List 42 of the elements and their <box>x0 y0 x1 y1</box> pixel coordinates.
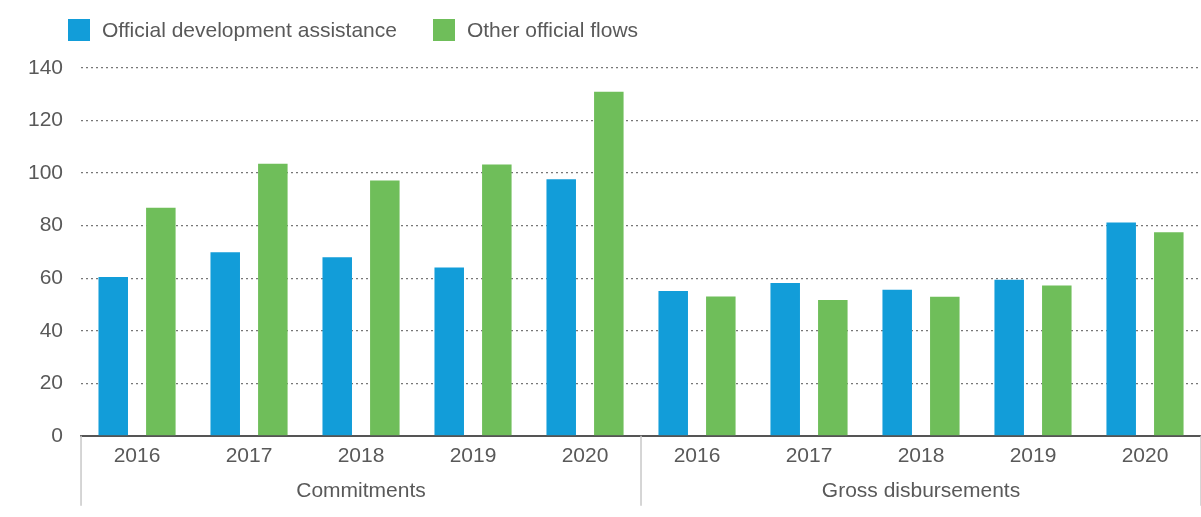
bar <box>930 296 960 436</box>
y-tick-label: 60 <box>39 264 64 288</box>
bar <box>210 252 240 436</box>
x-tick-label: 2017 <box>785 443 833 467</box>
bar <box>658 291 688 436</box>
x-tick-label: 2020 <box>561 443 609 467</box>
bar <box>818 299 848 436</box>
x-tick-label: 2017 <box>225 443 273 467</box>
bar <box>1106 222 1136 436</box>
bar <box>258 163 288 436</box>
text: Commitments <box>296 477 426 501</box>
bar <box>770 282 800 436</box>
x-tick-label: 2019 <box>449 443 497 467</box>
bar <box>98 277 128 436</box>
legend-label: Official development assistance <box>101 18 397 42</box>
x-tick-label: 2019 <box>1009 443 1057 467</box>
y-tick-label: 20 <box>39 370 64 394</box>
x-tick-label: 2020 <box>1121 443 1169 467</box>
y-tick-label: 140 <box>27 54 64 78</box>
y-tick-label: 0 <box>51 422 64 446</box>
bar <box>594 91 624 436</box>
y-tick-label: 40 <box>39 317 64 341</box>
bar <box>994 279 1024 436</box>
bar <box>482 164 512 436</box>
y-tick-label: 80 <box>39 212 64 236</box>
bar <box>146 207 176 436</box>
legend-label: Other official flows <box>465 18 639 42</box>
bar <box>434 267 464 436</box>
x-tick-label: 2016 <box>673 443 721 467</box>
bar <box>706 296 736 436</box>
y-tick-label: 100 <box>27 159 64 183</box>
bar <box>322 257 352 436</box>
text: Gross disbursements <box>821 477 1021 501</box>
bar <box>546 179 576 436</box>
x-tick-label: 2018 <box>897 443 945 467</box>
y-tick-label: 120 <box>27 107 64 131</box>
bar <box>1154 232 1184 436</box>
x-tick-label: 2018 <box>337 443 385 467</box>
bar <box>370 180 400 436</box>
bar <box>882 289 912 436</box>
x-tick-label: 2016 <box>113 443 161 467</box>
bar <box>1042 285 1072 436</box>
